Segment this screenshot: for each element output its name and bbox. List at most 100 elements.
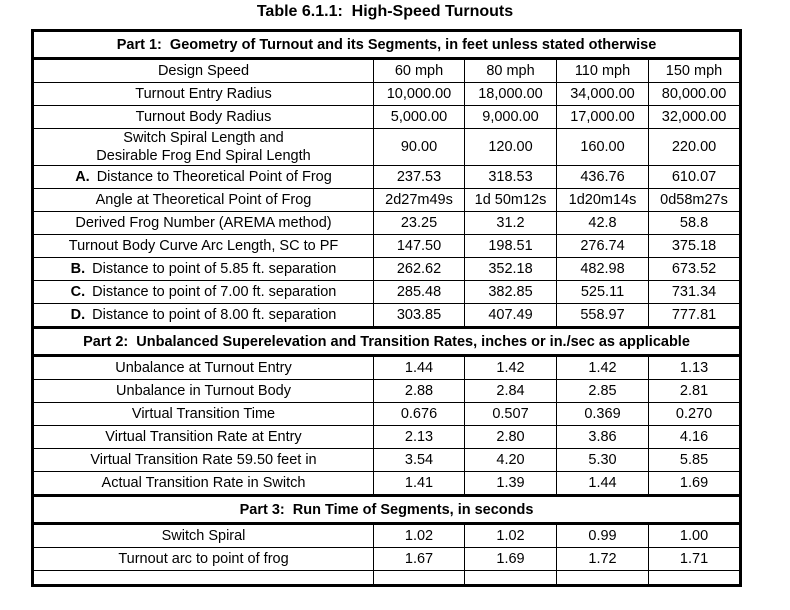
row-label-text: Virtual Transition Rate 59.50 feet in (90, 452, 317, 468)
value-cell: 2.85 (556, 379, 649, 403)
row-label: Turnout Body Radius (32, 105, 374, 129)
table-row: C. Distance to point of 7.00 ft. separati… (32, 280, 742, 304)
row-label: Virtual Transition Rate at Entry (32, 425, 374, 449)
value-cell: 5.85 (647, 448, 742, 472)
value-cell: 1d20m14s (556, 188, 649, 212)
value-cell: 610.07 (647, 165, 742, 189)
row-label-text: Turnout arc to point of frog (118, 551, 289, 567)
row-label-text: Angle at Theoretical Point of Frog (95, 192, 312, 208)
row-label-text: Turnout Body Radius (135, 109, 272, 125)
value-cell: 1.67 (373, 547, 465, 571)
table-row: Actual Transition Rate in Switch 1.41 1.39… (32, 471, 742, 496)
value-cell: 10,000.00 (373, 82, 465, 106)
part-1-header: Part 1: Geometry of Turnout and its Segm… (31, 29, 742, 60)
value-cell: 4.16 (647, 425, 742, 449)
value-cell: 4.20 (464, 448, 557, 472)
value-cell: 58.8 (647, 211, 742, 235)
row-label-text: Derived Frog Number (AREMA method) (75, 215, 332, 231)
value-cell: 1.69 (647, 471, 742, 496)
value-cell: 3.86 (556, 425, 649, 449)
value-cell: 5,000.00 (373, 105, 465, 129)
row-label: B. Distance to point of 5.85 ft. separati… (32, 257, 374, 281)
row-label-text: Actual Transition Rate in Switch (101, 475, 306, 491)
value-cell: 80,000.00 (647, 82, 742, 106)
row-label-text: Turnout Body Curve Arc Length, SC to PF (68, 238, 339, 254)
row-label-text: Virtual Transition Rate at Entry (105, 429, 302, 445)
turnouts-table-body: Part 1: Geometry of Turnout and its Segm… (31, 29, 742, 586)
value-cell: 0.676 (373, 402, 465, 426)
value-cell: 120.00 (464, 128, 557, 166)
table-row: Design Speed 60 mph 80 mph 110 mph 150 mph (32, 58, 742, 83)
value-cell: 352.18 (464, 257, 557, 281)
row-label: Angle at Theoretical Point of Frog (32, 188, 374, 212)
table-row: Turnout Body Radius 5,000.00 9,000.00 17,00… (32, 105, 742, 129)
value-cell: 1.44 (373, 355, 465, 380)
value-cell: 220.00 (647, 128, 742, 166)
table-row: B. Distance to point of 5.85 ft. separati… (32, 257, 742, 281)
value-cell: 2.88 (373, 379, 465, 403)
row-label (32, 570, 374, 586)
value-cell: 2.13 (373, 425, 465, 449)
value-cell: 42.8 (556, 211, 649, 235)
row-label: Turnout arc to point of frog (32, 547, 374, 571)
table-row: Switch Spiral Length and Desirable Frog … (32, 128, 742, 166)
row-label-text: Unbalance at Turnout Entry (115, 360, 292, 376)
value-cell: 525.11 (556, 280, 649, 304)
row-letter: B. (70, 261, 86, 277)
value-cell: 558.97 (556, 303, 649, 328)
value-cell: 31.2 (464, 211, 557, 235)
row-label-text: Turnout Entry Radius (135, 86, 272, 102)
row-label: Turnout Body Curve Arc Length, SC to PF (32, 234, 374, 258)
table-row: Unbalance at Turnout Entry 1.44 1.42 1.42 1.… (32, 355, 742, 380)
value-cell: 673.52 (647, 257, 742, 281)
value-cell: 0.270 (647, 402, 742, 426)
row-label: Design Speed (32, 58, 374, 83)
value-cell: 90.00 (373, 128, 465, 166)
row-letter: A. (75, 169, 90, 185)
value-cell: 1.41 (373, 471, 465, 496)
table-row: Virtual Transition Rate 59.50 feet in 3.5… (32, 448, 742, 472)
value-cell: 5.30 (556, 448, 649, 472)
value-cell: 0.99 (556, 523, 649, 548)
row-letter: C. (70, 284, 86, 300)
value-cell: 318.53 (464, 165, 557, 189)
row-label-text: Switch Spiral Length and Desirable Frog … (96, 130, 311, 164)
value-cell: 0.369 (556, 402, 649, 426)
value-cell: 18,000.00 (464, 82, 557, 106)
value-cell: 2.84 (464, 379, 557, 403)
value-cell: 1.72 (556, 547, 649, 571)
table-row: A. Distance to Theoretical Point of Frog 2… (32, 165, 742, 189)
value-cell: 262.62 (373, 257, 465, 281)
part-3-header-row: Part 3: Run Time of Segments, in seconds (31, 494, 742, 525)
value-cell: 9,000.00 (464, 105, 557, 129)
value-cell: 60 mph (373, 58, 465, 83)
value-cell: 1.13 (647, 355, 742, 380)
table-row: Unbalance in Turnout Body 2.88 2.84 2.85 2.8… (32, 379, 742, 403)
value-cell: 1.42 (464, 355, 557, 380)
row-label: Virtual Transition Rate 59.50 feet in (32, 448, 374, 472)
empty-row (32, 570, 742, 586)
row-label: Unbalance in Turnout Body (32, 379, 374, 403)
value-cell: 303.85 (373, 303, 465, 328)
value-cell: 731.34 (647, 280, 742, 304)
value-cell: 375.18 (647, 234, 742, 258)
value-cell: 80 mph (464, 58, 557, 83)
value-cell: 110 mph (556, 58, 649, 83)
part-3-header: Part 3: Run Time of Segments, in seconds (31, 494, 742, 525)
value-cell: 2d27m49s (373, 188, 465, 212)
value-cell: 1.00 (647, 523, 742, 548)
row-label-text: Distance to point of 7.00 ft. separation (92, 284, 337, 300)
value-cell: 198.51 (464, 234, 557, 258)
value-cell: 160.00 (556, 128, 649, 166)
row-label: Virtual Transition Time (32, 402, 374, 426)
row-letter: D. (70, 307, 86, 323)
value-cell: 147.50 (373, 234, 465, 258)
part-1-header-row: Part 1: Geometry of Turnout and its Segm… (31, 29, 742, 60)
row-label: D. Distance to point of 8.00 ft. separati… (32, 303, 374, 328)
row-label-text: Virtual Transition Time (131, 406, 276, 422)
row-label: A. Distance to Theoretical Point of Frog (32, 165, 374, 189)
value-cell: 1.71 (647, 547, 742, 571)
table-row: D. Distance to point of 8.00 ft. separati… (32, 303, 742, 328)
row-label-text: Distance to Theoretical Point of Frog (96, 169, 332, 185)
value-cell: 1.69 (464, 547, 557, 571)
